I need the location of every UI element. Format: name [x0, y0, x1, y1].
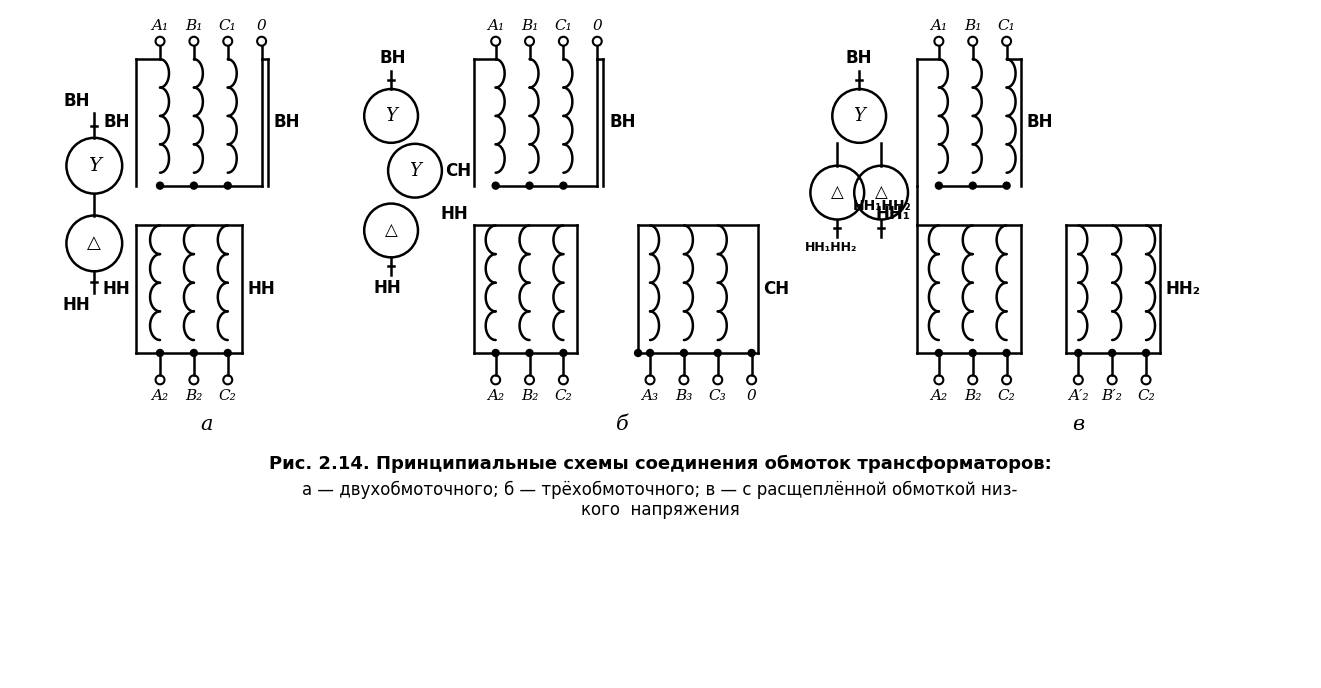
Text: A₁: A₁ — [152, 19, 169, 33]
Circle shape — [157, 350, 164, 356]
Text: C₂: C₂ — [219, 389, 236, 402]
Text: C₂: C₂ — [1137, 389, 1155, 402]
Text: A₁: A₁ — [930, 19, 947, 33]
Text: а: а — [201, 415, 213, 433]
Text: НН: НН — [374, 279, 402, 297]
Text: C₁: C₁ — [997, 19, 1016, 33]
Circle shape — [646, 350, 654, 356]
Text: B′₂: B′₂ — [1102, 389, 1123, 402]
Text: а — двухобмоточного; б — трёхобмоточного; в — с расщеплённой обмоткой низ-: а — двухобмоточного; б — трёхобмоточного… — [303, 480, 1017, 499]
Text: НН: НН — [103, 280, 131, 298]
Text: ВН: ВН — [609, 114, 635, 131]
Text: в: в — [1073, 415, 1085, 433]
Text: б: б — [616, 415, 629, 433]
Text: СН: СН — [445, 162, 472, 180]
Text: A₂: A₂ — [487, 389, 505, 402]
Text: A₂: A₂ — [930, 389, 947, 402]
Text: △: △ — [875, 184, 888, 201]
Text: C₃: C₃ — [709, 389, 727, 402]
Circle shape — [225, 182, 231, 189]
Text: ВН: ВН — [103, 114, 131, 131]
Text: СН: СН — [764, 280, 790, 298]
Circle shape — [1003, 182, 1011, 189]
Text: ВН: ВН — [63, 92, 90, 110]
Text: C₂: C₂ — [997, 389, 1016, 402]
Circle shape — [526, 182, 532, 189]
Text: △: △ — [87, 235, 102, 252]
Circle shape — [1143, 350, 1149, 356]
Text: НН₁НН₂: НН₁НН₂ — [804, 241, 857, 255]
Circle shape — [935, 182, 942, 189]
Text: B₂: B₂ — [185, 389, 202, 402]
Text: НН₁: НН₁ — [876, 206, 911, 224]
Text: B₃: B₃ — [675, 389, 692, 402]
Text: A₃: A₃ — [642, 389, 659, 402]
Text: Y: Y — [853, 107, 865, 125]
Circle shape — [493, 350, 499, 356]
Circle shape — [493, 182, 499, 189]
Circle shape — [748, 350, 756, 356]
Text: C₂: C₂ — [555, 389, 572, 402]
Text: ВН: ВН — [273, 114, 300, 131]
Circle shape — [1003, 350, 1011, 356]
Circle shape — [1075, 350, 1082, 356]
Circle shape — [935, 350, 942, 356]
Circle shape — [560, 182, 567, 189]
Circle shape — [1108, 350, 1116, 356]
Text: △: △ — [831, 184, 844, 201]
Circle shape — [680, 350, 687, 356]
Text: НН: НН — [247, 280, 275, 298]
Text: 0: 0 — [256, 19, 267, 33]
Text: B₂: B₂ — [520, 389, 538, 402]
Text: A₂: A₂ — [152, 389, 169, 402]
Text: НН₂: НН₂ — [1166, 280, 1201, 298]
Text: Y: Y — [89, 157, 100, 175]
Text: A′₂: A′₂ — [1067, 389, 1089, 402]
Text: B₁: B₁ — [185, 19, 202, 33]
Circle shape — [190, 350, 197, 356]
Circle shape — [634, 350, 642, 356]
Text: △: △ — [384, 222, 398, 239]
Text: кого  напряжения: кого напряжения — [581, 502, 740, 519]
Text: ВН: ВН — [380, 49, 407, 67]
Text: B₂: B₂ — [964, 389, 982, 402]
Circle shape — [970, 182, 976, 189]
Text: ВН: ВН — [845, 49, 872, 67]
Text: ВН: ВН — [1026, 114, 1053, 131]
Circle shape — [715, 350, 721, 356]
Text: A₁: A₁ — [487, 19, 505, 33]
Text: B₁: B₁ — [964, 19, 982, 33]
Text: НН: НН — [440, 206, 468, 224]
Text: НН₁НН₂: НН₁НН₂ — [852, 199, 911, 213]
Text: B₁: B₁ — [520, 19, 538, 33]
Text: Y: Y — [410, 162, 421, 180]
Circle shape — [970, 350, 976, 356]
Text: 0: 0 — [592, 19, 602, 33]
Circle shape — [190, 182, 197, 189]
Circle shape — [526, 350, 532, 356]
Circle shape — [157, 182, 164, 189]
Text: НН: НН — [62, 297, 90, 314]
Text: Y: Y — [386, 107, 398, 125]
Text: Рис. 2.14. Принципиальные схемы соединения обмоток трансформаторов:: Рис. 2.14. Принципиальные схемы соединен… — [268, 455, 1052, 473]
Circle shape — [560, 350, 567, 356]
Circle shape — [225, 350, 231, 356]
Text: C₁: C₁ — [555, 19, 572, 33]
Text: 0: 0 — [746, 389, 757, 402]
Text: C₁: C₁ — [219, 19, 236, 33]
